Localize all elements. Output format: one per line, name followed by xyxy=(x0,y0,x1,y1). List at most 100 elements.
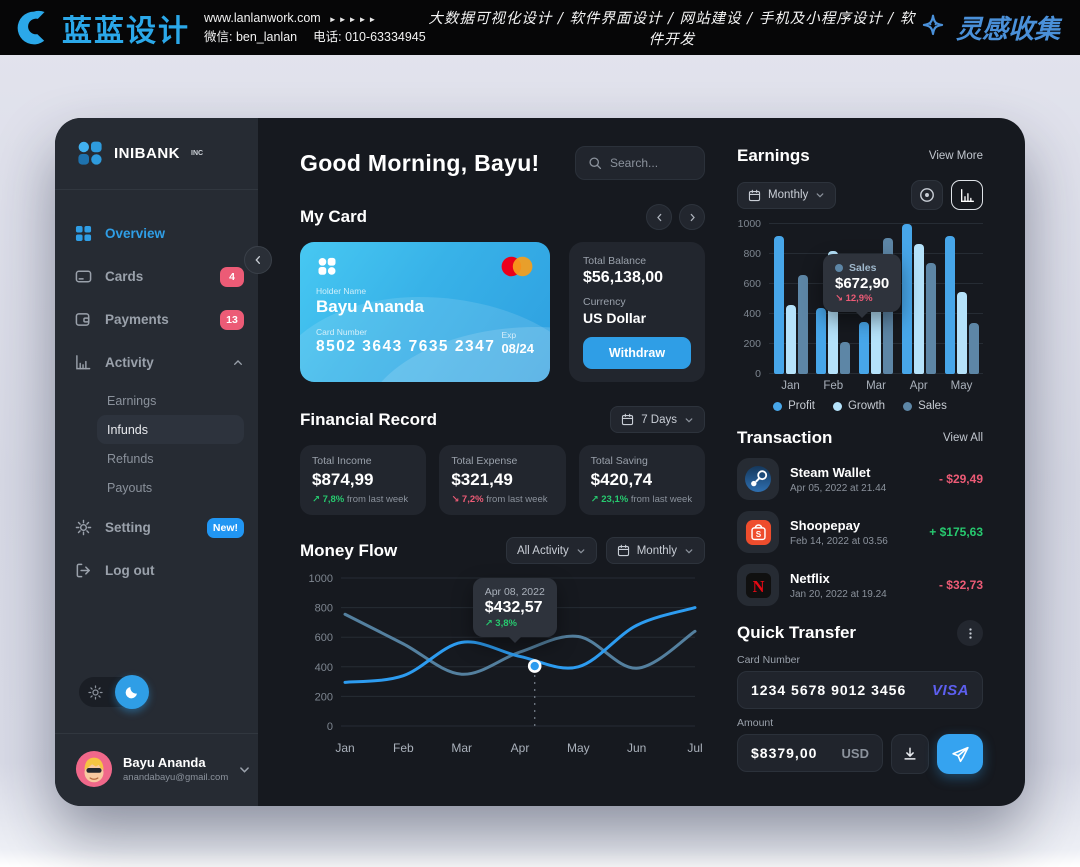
sidebar-subitem-infunds[interactable]: Infunds xyxy=(97,415,244,444)
transaction-date: Apr 05, 2022 at 21.44 xyxy=(790,482,887,494)
mastercard-icon xyxy=(500,256,534,277)
lanlan-brand[interactable]: 蓝蓝设计 xyxy=(14,6,190,50)
stat-total-expense: Total Expense $321,49 ↘ 7,2% from last w… xyxy=(439,445,566,515)
wechat-id: 微信: ben_lanlan xyxy=(204,29,298,44)
y-tick-label: 1000 xyxy=(737,218,761,230)
financial-record-title: Financial Record xyxy=(300,409,437,429)
line-line-2 xyxy=(343,612,697,676)
theme-toggle[interactable] xyxy=(79,675,149,709)
bar-profit-jan[interactable] xyxy=(773,236,784,374)
amount-input[interactable] xyxy=(751,745,842,761)
card-prev-button[interactable] xyxy=(646,204,672,230)
sidebar-collapse-button[interactable] xyxy=(244,246,272,274)
bar-profit-mar[interactable] xyxy=(859,321,869,374)
sidebar-nav: Overview Cards 4 Payments 13 Ac xyxy=(55,190,258,592)
card-number-input[interactable] xyxy=(751,682,932,698)
sidebar-subitem-payouts[interactable]: Payouts xyxy=(107,480,153,495)
currency-label: Currency xyxy=(583,296,626,308)
financial-stats: Total Income $874,99 ↗ 7,8% from last we… xyxy=(300,445,705,515)
payments-badge: 13 xyxy=(220,309,244,330)
send-button[interactable] xyxy=(937,734,983,774)
activity-filter-dropdown[interactable]: All Activity xyxy=(505,537,597,564)
sidebar-item-label: Activity xyxy=(105,355,154,370)
chevron-up-icon xyxy=(232,357,244,369)
sidebar-item-cards[interactable]: Cards 4 xyxy=(75,255,244,298)
stat-delta: ↘ 7,2% xyxy=(451,494,484,505)
earnings-period-dropdown[interactable]: Monthly xyxy=(737,181,837,209)
transaction-row-netflix[interactable]: N Netflix Jan 20, 2022 at 19.24 - $32,73 xyxy=(737,564,983,606)
visa-logo: VISA xyxy=(931,681,969,699)
x-tick-label: May xyxy=(950,380,973,392)
bar-sales-jan[interactable] xyxy=(797,275,808,374)
stat-total-income: Total Income $874,99 ↗ 7,8% from last we… xyxy=(300,445,427,515)
inspiration-collect[interactable]: 灵感收集 xyxy=(918,9,1060,46)
sidebar-subitem-earnings[interactable]: Earnings xyxy=(107,393,157,408)
sidebar-item-payments[interactable]: Payments 13 xyxy=(75,298,244,341)
legend-label: Growth xyxy=(847,400,886,412)
bar-growth-may[interactable] xyxy=(956,291,967,374)
svg-text:Jan: Jan xyxy=(335,741,354,755)
bar-profit-may[interactable] xyxy=(944,236,955,374)
legend-profit: Profit xyxy=(773,400,815,412)
bar-growth-feb[interactable] xyxy=(828,251,839,374)
app-logo: INIBANK INC xyxy=(55,118,258,190)
website-link[interactable]: www.lanlanwork.com xyxy=(204,10,321,25)
search-input[interactable] xyxy=(610,156,690,170)
currency-value: US Dollar xyxy=(583,310,647,326)
bar-group-apr xyxy=(900,224,937,374)
view-more-link[interactable]: View More xyxy=(928,150,983,162)
app-name-suffix: INC xyxy=(191,150,204,157)
bar-sales-feb[interactable] xyxy=(840,341,851,374)
period-filter-dropdown[interactable]: Monthly xyxy=(605,537,705,564)
range-dropdown[interactable]: 7 Days xyxy=(610,406,705,433)
calendar-icon xyxy=(617,544,630,557)
netflix-icon: N xyxy=(737,564,779,606)
bar-sales-apr[interactable] xyxy=(925,263,936,374)
legend-sales: Sales xyxy=(903,400,947,412)
credit-card[interactable]: Holder Name Bayu Ananda Card Number 8502… xyxy=(300,242,550,382)
svg-text:May: May xyxy=(567,741,590,755)
search-box[interactable] xyxy=(575,146,705,180)
amount-field[interactable]: USD xyxy=(737,734,883,772)
quick-transfer-title: Quick Transfer xyxy=(737,623,857,642)
bar-growth-jan[interactable] xyxy=(785,305,796,374)
svg-text:0: 0 xyxy=(327,721,333,733)
withdraw-button[interactable]: Withdraw xyxy=(583,337,691,369)
earnings-chart[interactable]: 1000 800 600 400 200 0 Sales $672,90 ↘ 12,9% xyxy=(737,218,983,380)
sidebar-subitem-refunds[interactable]: Refunds xyxy=(107,451,154,466)
user-profile[interactable]: Bayu Ananda anandabayu@gmail.com xyxy=(55,733,258,806)
donut-view-button[interactable] xyxy=(911,180,943,210)
bar-view-button[interactable] xyxy=(951,180,983,210)
card-number-field-label: Card Number xyxy=(737,654,801,666)
view-all-link[interactable]: View All xyxy=(942,432,983,444)
earnings-y-axis: 1000 800 600 400 200 0 xyxy=(737,218,769,380)
earnings-legend: Profit Growth Sales xyxy=(737,400,983,412)
grid-icon xyxy=(75,225,93,242)
sidebar-item-overview[interactable]: Overview xyxy=(75,212,244,255)
bar-sales-may[interactable] xyxy=(968,323,979,374)
bar-profit-apr[interactable] xyxy=(901,224,912,374)
sidebar-item-activity[interactable]: Activity xyxy=(75,341,244,384)
sidebar-item-setting[interactable]: Setting New! xyxy=(75,506,244,549)
x-tick-label: Feb xyxy=(823,380,844,392)
sidebar-item-logout[interactable]: Log out xyxy=(75,549,244,592)
transaction-row-steam[interactable]: Steam Wallet Apr 05, 2022 at 21.44 - $29… xyxy=(737,458,983,500)
data-point-marker[interactable] xyxy=(527,659,542,673)
brand-name: 蓝蓝设计 xyxy=(62,14,190,48)
legend-dot xyxy=(773,401,783,411)
bar-growth-apr[interactable] xyxy=(913,243,924,374)
x-tick-label: Jan xyxy=(781,380,800,392)
download-button[interactable] xyxy=(891,734,929,774)
bar-growth-mar[interactable] xyxy=(871,306,881,374)
card-next-button[interactable] xyxy=(679,204,705,230)
card-number-field[interactable]: VISA xyxy=(737,671,983,709)
transaction-row-shoopepay[interactable]: S Shoopepay Feb 14, 2022 at 03.56 + $175… xyxy=(737,511,983,553)
bar-profit-feb[interactable] xyxy=(816,308,827,374)
services-list: 大数据可视化设计 / 软件界面设计 / 网站建设 / 手机及小程序设计 / 软件… xyxy=(428,10,916,48)
y-tick-label: 800 xyxy=(743,248,761,260)
kebab-menu-button[interactable] xyxy=(957,620,983,646)
legend-label: Sales xyxy=(918,400,947,412)
stat-label: Total Saving xyxy=(590,455,648,467)
left-column: Good Morning, Bayu! My Card xyxy=(300,146,705,774)
money-flow-chart[interactable]: 1000 800 600 400 200 0 Jan Feb Mar Apr May Jun Jul A… xyxy=(300,568,705,764)
